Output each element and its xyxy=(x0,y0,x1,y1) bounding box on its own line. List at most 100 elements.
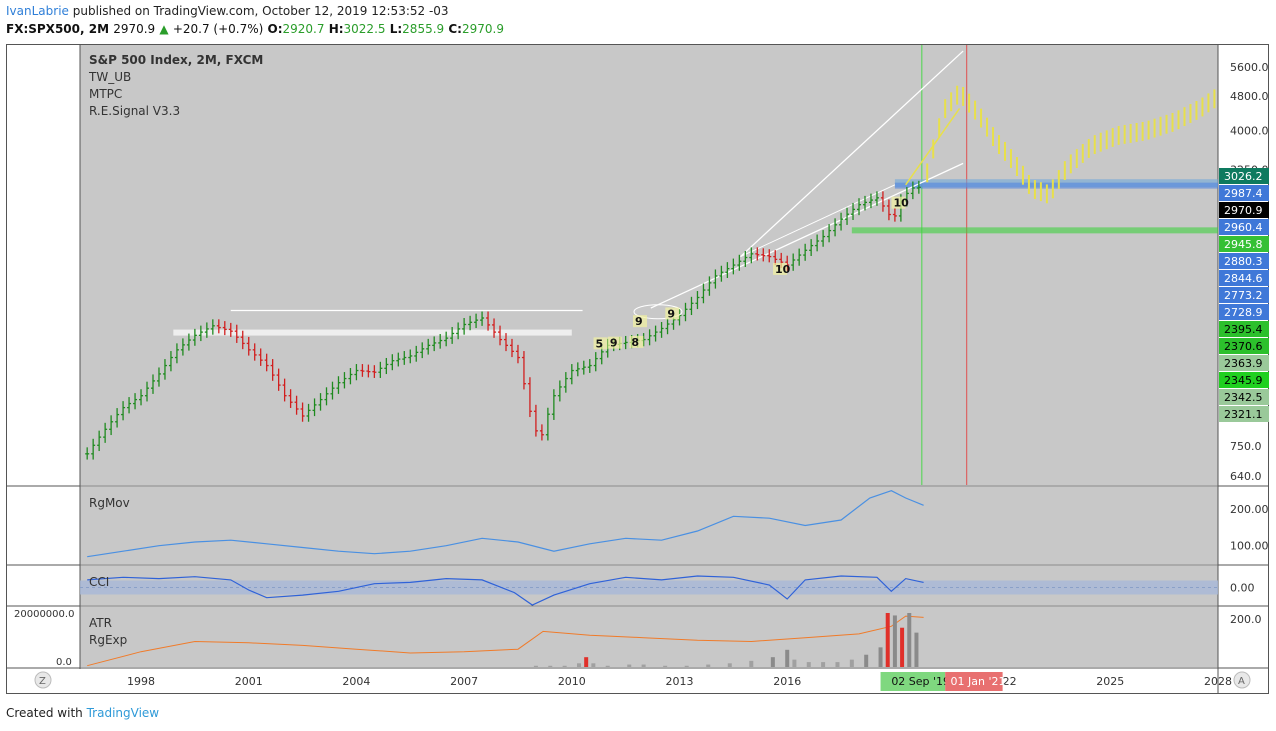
price-label-tag xyxy=(1219,372,1269,388)
price-bars xyxy=(85,180,921,460)
time-axis-tick: 1998 xyxy=(127,675,155,688)
time-axis-tick: 2010 xyxy=(558,675,586,688)
volume-bar xyxy=(641,664,646,667)
price-axis-tick: 750.0 xyxy=(1230,440,1262,453)
legend-rgexp: RgExp xyxy=(89,633,128,647)
price-axis-tick: 4000.0 xyxy=(1230,125,1269,138)
count-label: 9 xyxy=(610,337,618,350)
price-axis-tick: 4800.0 xyxy=(1230,90,1269,103)
time-marker-green: 02 Sep '19 xyxy=(891,675,950,688)
footer: Created with TradingView xyxy=(6,706,159,720)
time-marker-red: 01 Jan '21 xyxy=(951,675,1006,688)
mid-zone xyxy=(894,182,1218,189)
price-label-tag xyxy=(1219,219,1269,235)
atr-right-tick: 200.0 xyxy=(1230,613,1262,626)
time-axis-tick: 2004 xyxy=(342,675,370,688)
time-axis-tick: 2028 xyxy=(1204,675,1232,688)
auto-scale-label: A xyxy=(1238,676,1245,687)
symbol-bar: FX:SPX500, 2M 2970.9 ▲ +20.7 (+0.7%) O:2… xyxy=(6,22,504,36)
atr-pane-bg xyxy=(80,607,1218,667)
cci-band xyxy=(80,580,1218,595)
volume-bar xyxy=(584,657,589,667)
count-label-bg xyxy=(773,262,788,275)
author-link[interactable]: IvanLabrie xyxy=(6,4,69,18)
rgmov-line xyxy=(87,490,924,558)
price-label-text: 2987.4 xyxy=(1224,187,1263,200)
price-label-tag xyxy=(1219,338,1269,354)
time-axis-tick: 2001 xyxy=(235,675,263,688)
count-label: 9 xyxy=(635,315,643,328)
volume-bar xyxy=(770,657,775,667)
volume-bar xyxy=(749,660,754,667)
volume-bar xyxy=(835,662,840,667)
price-label-tag xyxy=(1219,355,1269,371)
price-label-text: 2844.6 xyxy=(1224,272,1263,285)
last-price: 2970.9 xyxy=(113,22,156,36)
volume-bar xyxy=(706,664,711,667)
legend-rgmov: RgMov xyxy=(89,496,130,510)
atr-left-tick: 0.0 xyxy=(56,657,72,668)
main-pane-bg xyxy=(80,45,1218,485)
close-value: 2970.9 xyxy=(461,22,504,36)
price-label-tag xyxy=(1219,270,1269,286)
price-axis-tick: 640.0 xyxy=(1230,470,1262,483)
price-label-text: 2945.8 xyxy=(1224,238,1263,251)
tradingview-logo[interactable]: TradingView xyxy=(86,706,160,720)
volume-bar xyxy=(627,664,632,667)
price-label-text: 2321.1 xyxy=(1224,408,1263,421)
volume-bar xyxy=(562,665,567,667)
price-label-text: 2960.4 xyxy=(1224,221,1263,234)
created-with: Created with xyxy=(6,706,83,720)
cci-axis-tick: 0.00 xyxy=(1230,582,1255,595)
close-label: C: xyxy=(448,22,462,36)
count-label: 10 xyxy=(775,263,791,276)
price-label-text: 2342.5 xyxy=(1224,391,1263,404)
volume-bar xyxy=(576,663,581,667)
volume-bar xyxy=(806,662,811,667)
volume-bar xyxy=(900,627,905,667)
price-label-tag xyxy=(1219,321,1269,337)
volume-bar xyxy=(548,665,553,667)
legend-resignal: R.E.Signal V3.3 xyxy=(89,104,181,118)
count-label: 8 xyxy=(631,336,639,349)
time-axis-tick: 2025 xyxy=(1096,675,1124,688)
symbol-label[interactable]: FX:SPX500, 2M xyxy=(6,22,110,36)
volume-bar xyxy=(785,649,790,667)
volume-bar xyxy=(605,665,610,667)
price-label-tag xyxy=(1219,185,1269,201)
legend-atr: ATR xyxy=(89,616,112,630)
rgmov-axis-tick: 100.00 xyxy=(1230,540,1269,553)
low-value: 2855.9 xyxy=(402,22,445,36)
count-label-bg xyxy=(891,196,906,209)
high-value: 3022.5 xyxy=(343,22,386,36)
time-marker-green-bg xyxy=(880,672,946,691)
legend-cci: CCI xyxy=(89,575,110,589)
volume-bar xyxy=(792,659,797,667)
rgmov-axis-tick: 200.00 xyxy=(1230,503,1269,516)
price-change: +20.7 (+0.7%) xyxy=(172,22,264,36)
volume-bar xyxy=(864,654,869,667)
price-label-tag xyxy=(1219,253,1269,269)
price-label-text: 3026.2 xyxy=(1224,170,1263,183)
highlight-ellipse xyxy=(633,304,683,320)
time-axis-tick: 2013 xyxy=(666,675,694,688)
price-label-text: 2728.9 xyxy=(1224,306,1263,319)
price-label-tag xyxy=(1219,202,1269,218)
volume-bar xyxy=(878,647,883,667)
high-label: H: xyxy=(328,22,344,36)
publish-info: IvanLabrie published on TradingView.com,… xyxy=(6,4,449,18)
legend-mtpc: MTPC xyxy=(89,87,123,101)
auto-scale-button xyxy=(1233,671,1251,689)
time-axis-tick: 2007 xyxy=(450,675,478,688)
upper-trend-arrow xyxy=(740,50,964,258)
volume-bar xyxy=(821,662,826,667)
price-label-text: 2773.2 xyxy=(1224,289,1263,302)
atr-line xyxy=(87,615,924,667)
rgmov-pane-bg xyxy=(80,487,1218,564)
publish-text: published on TradingView.com, October 12… xyxy=(72,4,449,18)
open-label: O: xyxy=(267,22,283,36)
main-legend-title: S&P 500 Index, 2M, FXCM xyxy=(89,53,264,67)
count-label-bg xyxy=(593,337,608,350)
chart-canvas[interactable]: 5989910105600.04800.04000.03250.0750.064… xyxy=(6,44,1269,694)
price-label-tag xyxy=(1219,168,1269,184)
